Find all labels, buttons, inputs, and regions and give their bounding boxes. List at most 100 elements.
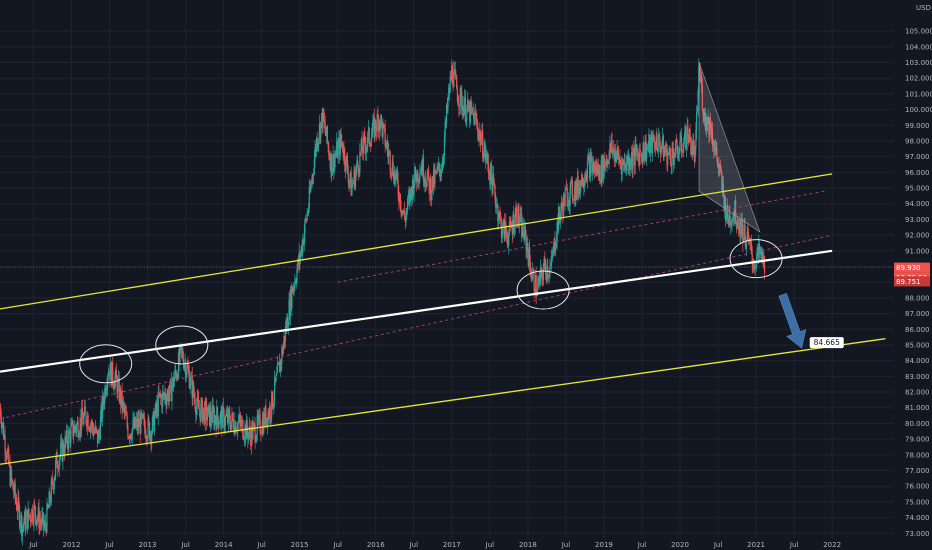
candle-body xyxy=(217,418,219,428)
candle-body xyxy=(595,164,597,169)
candle-body xyxy=(188,370,190,388)
candle-body xyxy=(460,87,462,93)
price-tick-label: 92.000 xyxy=(905,232,930,240)
candle-body xyxy=(126,415,128,427)
candle-body xyxy=(81,408,83,430)
candle-body xyxy=(677,154,680,159)
candle-body xyxy=(141,411,143,418)
candle-body xyxy=(143,417,146,428)
candle-body xyxy=(372,117,375,121)
candle-body xyxy=(527,252,529,266)
candle-body xyxy=(168,393,170,402)
candle-body xyxy=(392,161,394,177)
candle-body xyxy=(64,437,66,455)
candle-body xyxy=(464,97,466,122)
candle-body xyxy=(561,201,563,207)
candle-body xyxy=(112,382,115,387)
candle-body xyxy=(331,153,333,176)
candle-body xyxy=(710,129,712,138)
candle-body xyxy=(233,429,235,435)
candle-body xyxy=(485,158,487,161)
candle-body xyxy=(328,155,331,159)
candle-body xyxy=(232,413,234,420)
candle-body xyxy=(341,141,343,142)
candle-body xyxy=(446,105,448,109)
candle-body xyxy=(223,409,225,428)
candle-body xyxy=(229,423,232,431)
price-tick-label: 94.000 xyxy=(905,200,930,208)
candle-body xyxy=(633,148,635,155)
time-axis[interactable]: Jul 2012 Jul 2013 Jul 2014 Jul 2015 Jul 2016 Jul 20… xyxy=(28,541,841,549)
candle-body xyxy=(383,124,386,127)
candle-body xyxy=(503,219,505,223)
candle-body xyxy=(542,277,544,281)
candle-body xyxy=(205,401,207,404)
candle-body xyxy=(17,497,19,512)
candle-body xyxy=(474,111,476,125)
candle-body xyxy=(331,168,334,176)
candle-body xyxy=(753,264,756,270)
candle-body xyxy=(327,141,329,147)
candle-body xyxy=(394,171,396,181)
candle-body xyxy=(478,134,480,140)
candle-body xyxy=(16,501,18,510)
candle-body xyxy=(515,207,517,215)
candle-body xyxy=(30,520,32,523)
candle-body xyxy=(211,419,213,423)
channel-midline xyxy=(0,249,833,373)
candle-body xyxy=(727,205,729,220)
candle-body xyxy=(438,163,440,168)
candle-body xyxy=(148,418,150,423)
price-tick-label: 84.000 xyxy=(905,357,930,365)
candle-body xyxy=(608,152,610,164)
candle-body xyxy=(157,392,159,416)
candle-body xyxy=(476,121,478,123)
candles xyxy=(0,58,766,546)
candle-body xyxy=(518,205,520,225)
candle-body xyxy=(2,422,4,425)
candle-body xyxy=(108,371,110,375)
candle-body xyxy=(716,157,719,167)
candle-body xyxy=(702,108,704,116)
candle-body xyxy=(227,412,229,423)
price-axis[interactable]: 73.000 74.000 75.000 76.000 77.000 78.000 79.0… xyxy=(894,28,932,538)
candle-body xyxy=(230,421,232,431)
candle-body xyxy=(94,426,96,433)
candle-body xyxy=(724,197,726,211)
candle-body xyxy=(607,162,610,164)
candle-body xyxy=(741,221,743,236)
candle-body xyxy=(59,455,61,461)
candle-body xyxy=(180,346,182,350)
candle-body xyxy=(122,401,124,410)
candle-body xyxy=(737,226,740,230)
candle-body xyxy=(451,65,453,82)
candle-body xyxy=(359,151,362,153)
candle-body xyxy=(524,225,526,241)
candle-body xyxy=(4,434,6,453)
time-tick-label: Jul xyxy=(637,541,647,549)
candle-body xyxy=(560,201,563,212)
candle-body xyxy=(641,155,644,163)
candle-body xyxy=(660,149,662,154)
candle-body xyxy=(538,275,540,281)
candle-body xyxy=(20,514,22,526)
candle-body xyxy=(657,134,659,152)
candle-body xyxy=(517,205,519,227)
candle-body xyxy=(683,138,685,144)
candle-body xyxy=(238,415,240,422)
candle-body xyxy=(750,242,752,244)
candle-body xyxy=(200,403,202,421)
candle-body xyxy=(27,508,29,529)
candle-body xyxy=(336,141,339,159)
candle-body xyxy=(94,431,96,433)
candle-body xyxy=(214,415,216,421)
candle-body xyxy=(583,179,586,187)
candle-body xyxy=(195,408,197,415)
candle-body xyxy=(10,469,12,486)
candle-body xyxy=(254,424,256,442)
candle-body xyxy=(580,180,582,186)
candle-body xyxy=(151,433,153,444)
candle-body xyxy=(305,219,307,221)
candle-body xyxy=(249,426,251,435)
